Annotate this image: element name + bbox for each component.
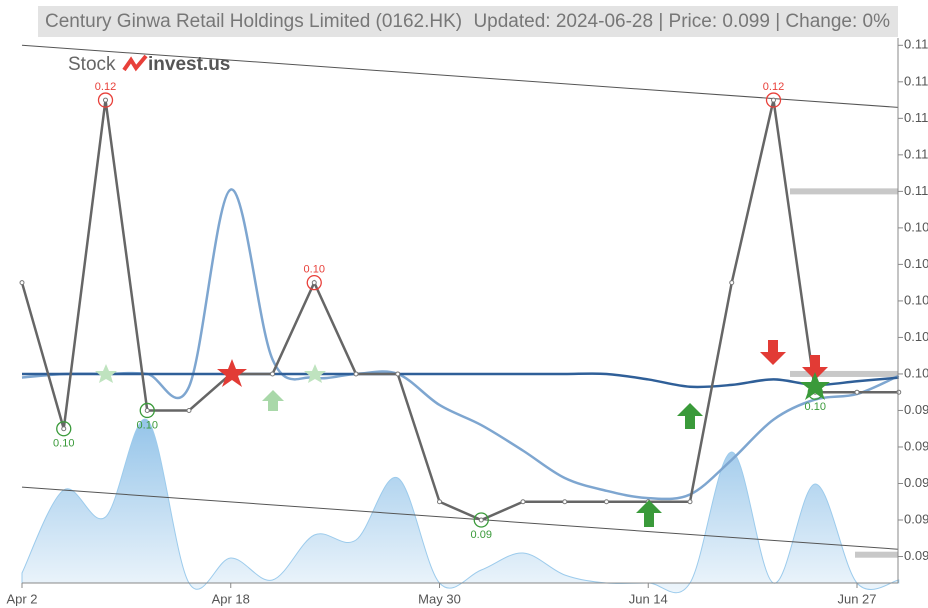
title-bar [38,6,898,37]
high-marker [765,92,782,108]
price-point [103,97,108,103]
logo-text: Stock [68,54,116,75]
price-point [478,517,484,523]
price-point [562,499,568,505]
level-bar [790,370,898,377]
low-label: 0.10 [137,419,158,431]
trend-line [21,44,899,108]
price-point [353,371,359,377]
logo-icon [122,54,148,72]
buy-arrow [677,403,703,429]
chart-title: Century Ginwa Retail Holdings Limited (0… [45,11,462,32]
y-tick-label: 0.10 [904,219,928,234]
low-label: 0.10 [53,438,74,450]
logo: Stock invest.us [68,54,230,75]
y-tick-label: 0.10 [904,256,928,271]
y-tick-label: 0.09 [904,438,928,453]
ma-line [21,188,900,501]
x-tick-label: Jun 27 [837,591,876,606]
level-bar [855,551,898,558]
low-marker [56,421,72,437]
low-label: 0.09 [471,529,492,541]
buy-arrow [262,390,284,411]
y-tick-label: 0.09 [904,548,928,563]
price-point [771,97,776,103]
low-label: 0.10 [805,401,826,413]
y-tick-label: 0.11 [904,37,928,52]
signals [95,340,830,527]
y-tick-label: 0.11 [904,110,928,125]
price-point [604,499,609,505]
volume-area [21,418,900,594]
high-label: 0.12 [95,81,116,93]
x-tick-label: Jun 14 [629,591,668,606]
level-bar [790,188,898,195]
y-tick-label: 0.11 [904,73,928,88]
price-point [144,407,150,413]
price-point [854,389,860,395]
y-tick-label: 0.11 [904,146,928,161]
price-point [729,280,735,286]
y-tick-label: 0.10 [904,292,928,307]
price-point [19,280,25,286]
high-label: 0.12 [763,81,784,93]
star [217,359,247,387]
star [800,372,830,400]
star [95,364,117,383]
x-tick-label: Apr 18 [212,591,250,606]
price-point [395,371,401,377]
trend-line [21,486,899,550]
low-marker [473,512,489,528]
price-point [520,499,526,505]
ma-line [21,372,899,389]
price-point [311,280,317,286]
plot: 0.10 0.12 0.10 0.10 0.09 0.12 0.10 0.11 0.11 0.11… [6,37,928,607]
buy-arrow [636,500,662,527]
price-point [270,371,275,377]
price-point [687,499,693,505]
star [304,364,326,383]
sell-arrow [760,340,786,365]
price-point [437,499,442,505]
sell-arrow [802,355,828,380]
low-marker [139,402,155,419]
high-marker [97,92,114,108]
x-tick-label: Apr 2 [6,591,37,606]
price-line [20,99,899,522]
chart-subtitle: Updated: 2024-06-28 | Price: 0.099 | Cha… [473,11,890,32]
high-marker [306,275,322,291]
y-tick-label: 0.10 [904,365,928,380]
price-point [186,407,192,413]
high-label: 0.10 [304,264,325,276]
y-tick-label: 0.10 [904,329,928,344]
price-point [61,426,67,432]
price-point [896,389,902,395]
y-tick-label: 0.09 [904,475,928,490]
y-tick-label: 0.09 [904,402,928,417]
x-tick-label: May 30 [418,591,461,606]
y-tick-label: 0.09 [904,511,928,526]
logo-text: invest.us [148,54,230,75]
y-tick-label: 0.11 [904,183,928,198]
